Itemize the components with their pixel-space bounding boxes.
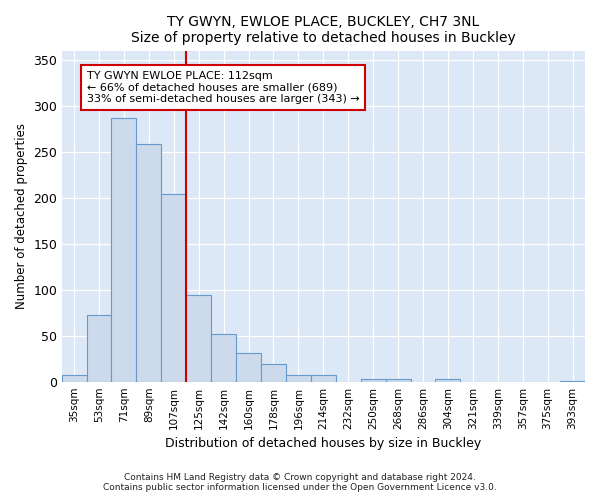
Bar xyxy=(436,378,460,382)
Bar xyxy=(136,144,161,382)
Bar xyxy=(112,118,136,382)
Text: Contains HM Land Registry data © Crown copyright and database right 2024.
Contai: Contains HM Land Registry data © Crown c… xyxy=(103,473,497,492)
Bar xyxy=(62,375,86,382)
Title: TY GWYN, EWLOE PLACE, BUCKLEY, CH7 3NL
Size of property relative to detached hou: TY GWYN, EWLOE PLACE, BUCKLEY, CH7 3NL S… xyxy=(131,15,515,45)
Bar xyxy=(161,194,186,382)
Y-axis label: Number of detached properties: Number of detached properties xyxy=(15,124,28,310)
Bar xyxy=(286,375,311,382)
Text: TY GWYN EWLOE PLACE: 112sqm
← 66% of detached houses are smaller (689)
33% of se: TY GWYN EWLOE PLACE: 112sqm ← 66% of det… xyxy=(86,71,359,104)
Bar xyxy=(186,295,211,382)
Bar xyxy=(311,375,336,382)
Bar xyxy=(236,353,261,382)
Bar xyxy=(386,378,410,382)
Bar xyxy=(261,364,286,382)
Bar xyxy=(560,380,585,382)
Bar xyxy=(361,378,386,382)
X-axis label: Distribution of detached houses by size in Buckley: Distribution of detached houses by size … xyxy=(165,437,481,450)
Bar xyxy=(86,315,112,382)
Bar xyxy=(211,334,236,382)
